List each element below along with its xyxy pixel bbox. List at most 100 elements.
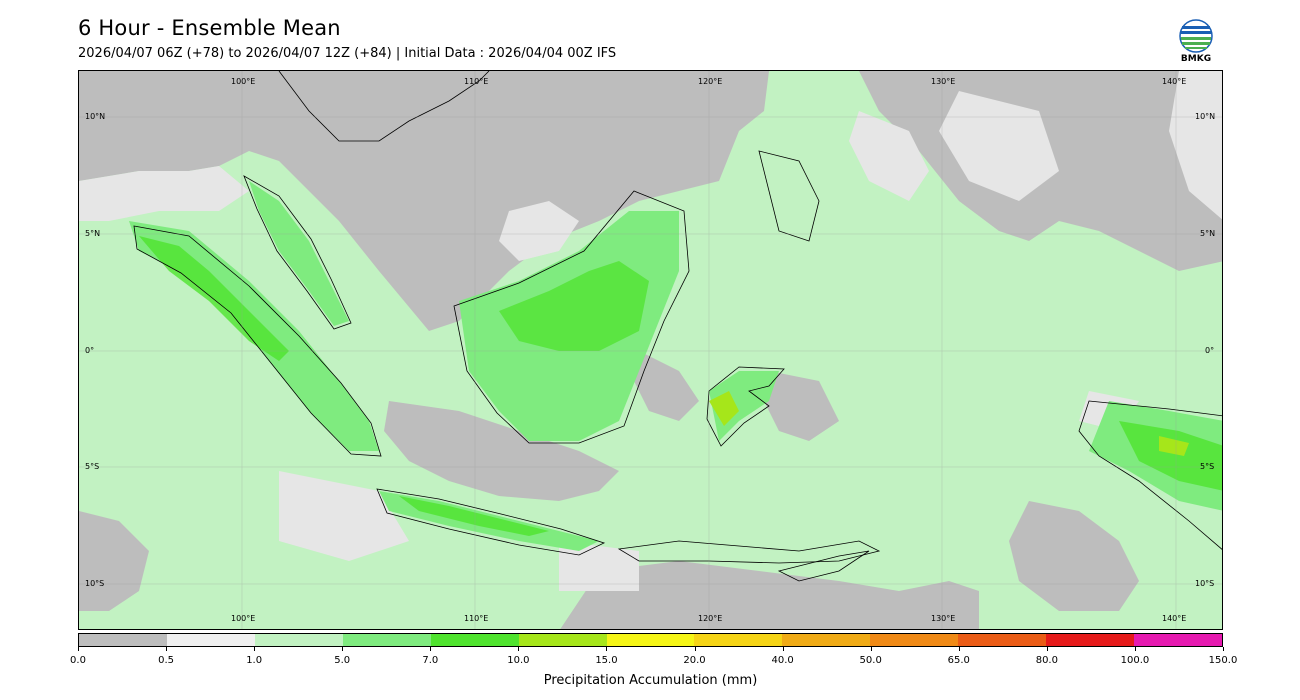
- sulawesi-heavy: [709, 391, 739, 426]
- light-area-7: [559, 541, 639, 591]
- map-canvas: [79, 71, 1222, 629]
- bmkg-logo-icon: [1179, 19, 1213, 53]
- colorbar-segment: [694, 634, 783, 646]
- lon-label-bottom-100: 100°E: [231, 614, 256, 623]
- dry-area-banda: [764, 371, 839, 441]
- lat-label-right-10s: 10°S: [1195, 579, 1215, 588]
- colorbar-tick-mark: [166, 647, 168, 651]
- indochina-coast: [278, 71, 490, 142]
- gridlines: [79, 71, 1222, 629]
- lon-label-bottom-130: 130°E: [931, 614, 956, 623]
- colorbar-segment: [166, 634, 255, 646]
- colorbar-tick-mark: [1134, 647, 1136, 651]
- page-title: 6 Hour - Ensemble Mean: [78, 16, 341, 40]
- colorbar-segment: [518, 634, 607, 646]
- lon-label-top-130: 130°E: [931, 77, 956, 86]
- colorbar-segment: [342, 634, 431, 646]
- lat-label-right-0: 0°: [1205, 346, 1215, 355]
- colorbar-tick-label: 50.0: [859, 655, 882, 666]
- borneo-coast: [453, 190, 690, 444]
- lat-label-left-10s: 10°S: [85, 579, 105, 588]
- lat-label-left-10n: 10°N: [85, 112, 106, 121]
- colorbar-label: Precipitation Accumulation (mm): [543, 673, 758, 688]
- lat-label-left-5n: 5°N: [85, 229, 101, 238]
- dry-area-southwest: [79, 511, 149, 611]
- dry-area-sulawesi-sea: [634, 351, 699, 421]
- colorbar: [78, 633, 1223, 647]
- colorbar-segment: [1134, 634, 1222, 646]
- lon-label-top-100: 100°E: [231, 77, 256, 86]
- colorbar-tick-label: 15.0: [595, 655, 618, 666]
- bmkg-logo: BMKG: [1176, 18, 1216, 66]
- lon-label-bottom-110: 110°E: [464, 614, 489, 623]
- dry-area-south: [560, 561, 979, 629]
- borneo-heavy: [499, 261, 649, 351]
- colorbar-tick-mark: [342, 647, 344, 651]
- colorbar-tick-mark: [78, 647, 79, 651]
- lon-label-top-140: 140°E: [1162, 77, 1187, 86]
- logo-text: BMKG: [1180, 54, 1212, 64]
- colorbar-segment: [1046, 634, 1135, 646]
- light-area-4: [939, 91, 1059, 201]
- colorbar-tick-label: 20.0: [683, 655, 706, 666]
- sumatra-coast: [133, 225, 382, 457]
- java-heavy: [399, 496, 549, 536]
- malay-rain: [249, 181, 349, 326]
- colorbar-tick-label: 0.0: [70, 655, 86, 666]
- dry-area-southeast: [1009, 501, 1139, 611]
- colorbar-tick-label: 10.0: [507, 655, 530, 666]
- lon-label-bottom-120: 120°E: [698, 614, 723, 623]
- colorbar-segment: [430, 634, 519, 646]
- colorbar-segment: [870, 634, 959, 646]
- java-coast: [376, 488, 606, 556]
- colorbar-segment: [79, 634, 167, 646]
- colorbar-tick-mark: [958, 647, 960, 651]
- lat-label-right-5s: 5°S: [1200, 462, 1215, 471]
- papua-heavy: [1119, 421, 1222, 491]
- lat-label-left-5s: 5°S: [85, 462, 100, 471]
- lon-label-top-110: 110°E: [464, 77, 489, 86]
- lat-label-right-5n: 5°N: [1200, 229, 1216, 238]
- colorbar-segment: [958, 634, 1047, 646]
- colorbar-tick-mark: [870, 647, 872, 651]
- dry-area-indochina: [79, 71, 769, 331]
- lon-label-top-120: 120°E: [698, 77, 723, 86]
- timor-coast: [777, 550, 870, 582]
- sulawesi-coast: [706, 366, 785, 447]
- colorbar-tick-mark: [1046, 647, 1048, 651]
- page-subtitle: 2026/04/07 06Z (+78) to 2026/04/07 12Z (…: [78, 46, 617, 61]
- colorbar-segment: [254, 634, 343, 646]
- colorbar-tick-label: 80.0: [1035, 655, 1058, 666]
- colorbar-tick-mark: [254, 647, 256, 651]
- colorbar-tick-label: 1.0: [246, 655, 263, 666]
- colorbar-tick-label: 150.0: [1208, 655, 1238, 666]
- light-area-5: [1169, 71, 1222, 220]
- lon-label-bottom-140: 140°E: [1162, 614, 1187, 623]
- light-area-6: [279, 471, 409, 561]
- light-area-3: [849, 111, 929, 201]
- light-area-2: [499, 201, 579, 261]
- lat-label-left-0: 0°: [85, 346, 95, 355]
- colorbar-tick-label: 5.0: [334, 655, 351, 666]
- colorbar-tick-mark: [430, 647, 432, 651]
- nusa-tenggara-coast: [617, 540, 881, 564]
- colorbar-tick-label: 40.0: [771, 655, 794, 666]
- colorbar-tick-label: 7.0: [422, 655, 439, 666]
- colorbar-tick-mark: [694, 647, 696, 651]
- dry-area-java-sea: [384, 401, 619, 501]
- colorbar-tick-mark: [782, 647, 784, 651]
- colorbar-tick-label: 100.0: [1120, 655, 1150, 666]
- light-area-1: [79, 166, 249, 221]
- colorbar-tick-mark: [1223, 647, 1224, 651]
- precipitation-map: 100°E 110°E 120°E 130°E 140°E 100°E 110°…: [78, 70, 1223, 630]
- coastlines: [133, 71, 1222, 582]
- lat-label-right-10n: 10°N: [1195, 112, 1216, 121]
- sumatra-heavy: [139, 236, 289, 361]
- colorbar-tick-label: 65.0: [947, 655, 970, 666]
- colorbar-segment: [606, 634, 695, 646]
- colorbar-tick-mark: [606, 647, 608, 651]
- philippines-coast: [758, 150, 820, 242]
- colorbar-tick-label: 0.5: [158, 655, 175, 666]
- papua-yellow: [1159, 436, 1189, 456]
- colorbar-segment: [782, 634, 871, 646]
